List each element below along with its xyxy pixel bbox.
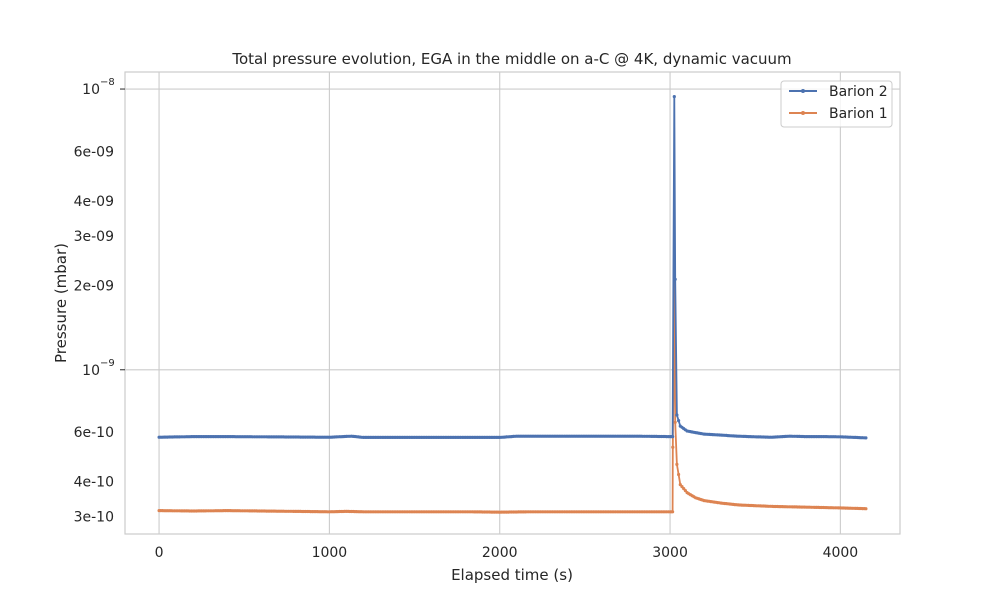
y-tick-exponent: −9 [100, 358, 115, 369]
plot-frame [124, 71, 901, 535]
data-point [673, 420, 677, 424]
data-point [671, 510, 675, 514]
data-point [675, 462, 679, 466]
data-point [671, 445, 675, 449]
x-axis-label: Elapsed time (s) [451, 566, 573, 584]
series-line-barion-1 [159, 281, 866, 514]
data-point [672, 95, 676, 99]
data-point [671, 435, 675, 439]
legend-marker-barion-2 [801, 89, 805, 93]
legend-label-barion-2: Barion 2 [829, 84, 888, 100]
x-tick-label: 0 [155, 545, 164, 561]
grid [125, 72, 900, 534]
data-point [675, 413, 679, 417]
data-point [677, 419, 681, 423]
series-markers-barion-2 [157, 95, 868, 440]
data-point [864, 507, 868, 511]
y-minor-tick-label: 4e-10 [74, 474, 114, 490]
y-minor-tick-label: 2e-09 [74, 278, 114, 294]
x-tick-label: 1000 [312, 545, 348, 561]
y-axis-label: Pressure (mbar) [52, 243, 70, 363]
y-minor-tick-label: 6e-10 [74, 425, 114, 441]
y-axis-ticks: 10 −910 −83e-104e-106e-102e-093e-094e-096e… [74, 77, 125, 526]
y-minor-tick-label: 6e-09 [74, 144, 114, 160]
x-axis-ticks: 0 1000 2000 3000 4000 [155, 545, 859, 561]
y-major-tick-label: 10 [82, 82, 100, 98]
series-layer [157, 95, 868, 514]
series-line-barion-2 [159, 95, 866, 439]
legend-marker-barion-1 [801, 111, 805, 115]
legend-box [780, 80, 893, 128]
data-point [673, 277, 677, 281]
y-minor-tick-label: 3e-09 [74, 229, 114, 245]
x-tick-label: 3000 [652, 545, 688, 561]
y-tick-exponent: −8 [100, 77, 115, 88]
y-minor-tick-label: 4e-09 [74, 194, 114, 210]
legend-label-barion-1: Barion 1 [829, 106, 888, 122]
data-point [677, 472, 681, 477]
y-minor-tick-label: 3e-10 [74, 510, 114, 526]
data-point [864, 436, 868, 440]
y-major-tick-label: 10 [82, 363, 100, 379]
legend: Barion 2 Barion 1 [780, 80, 893, 128]
x-tick-label: 2000 [482, 545, 518, 561]
series-markers-barion-1 [157, 280, 868, 514]
x-tick-label: 4000 [823, 545, 859, 561]
chart-title: Total pressure evolution, EGA in the mid… [231, 50, 791, 68]
